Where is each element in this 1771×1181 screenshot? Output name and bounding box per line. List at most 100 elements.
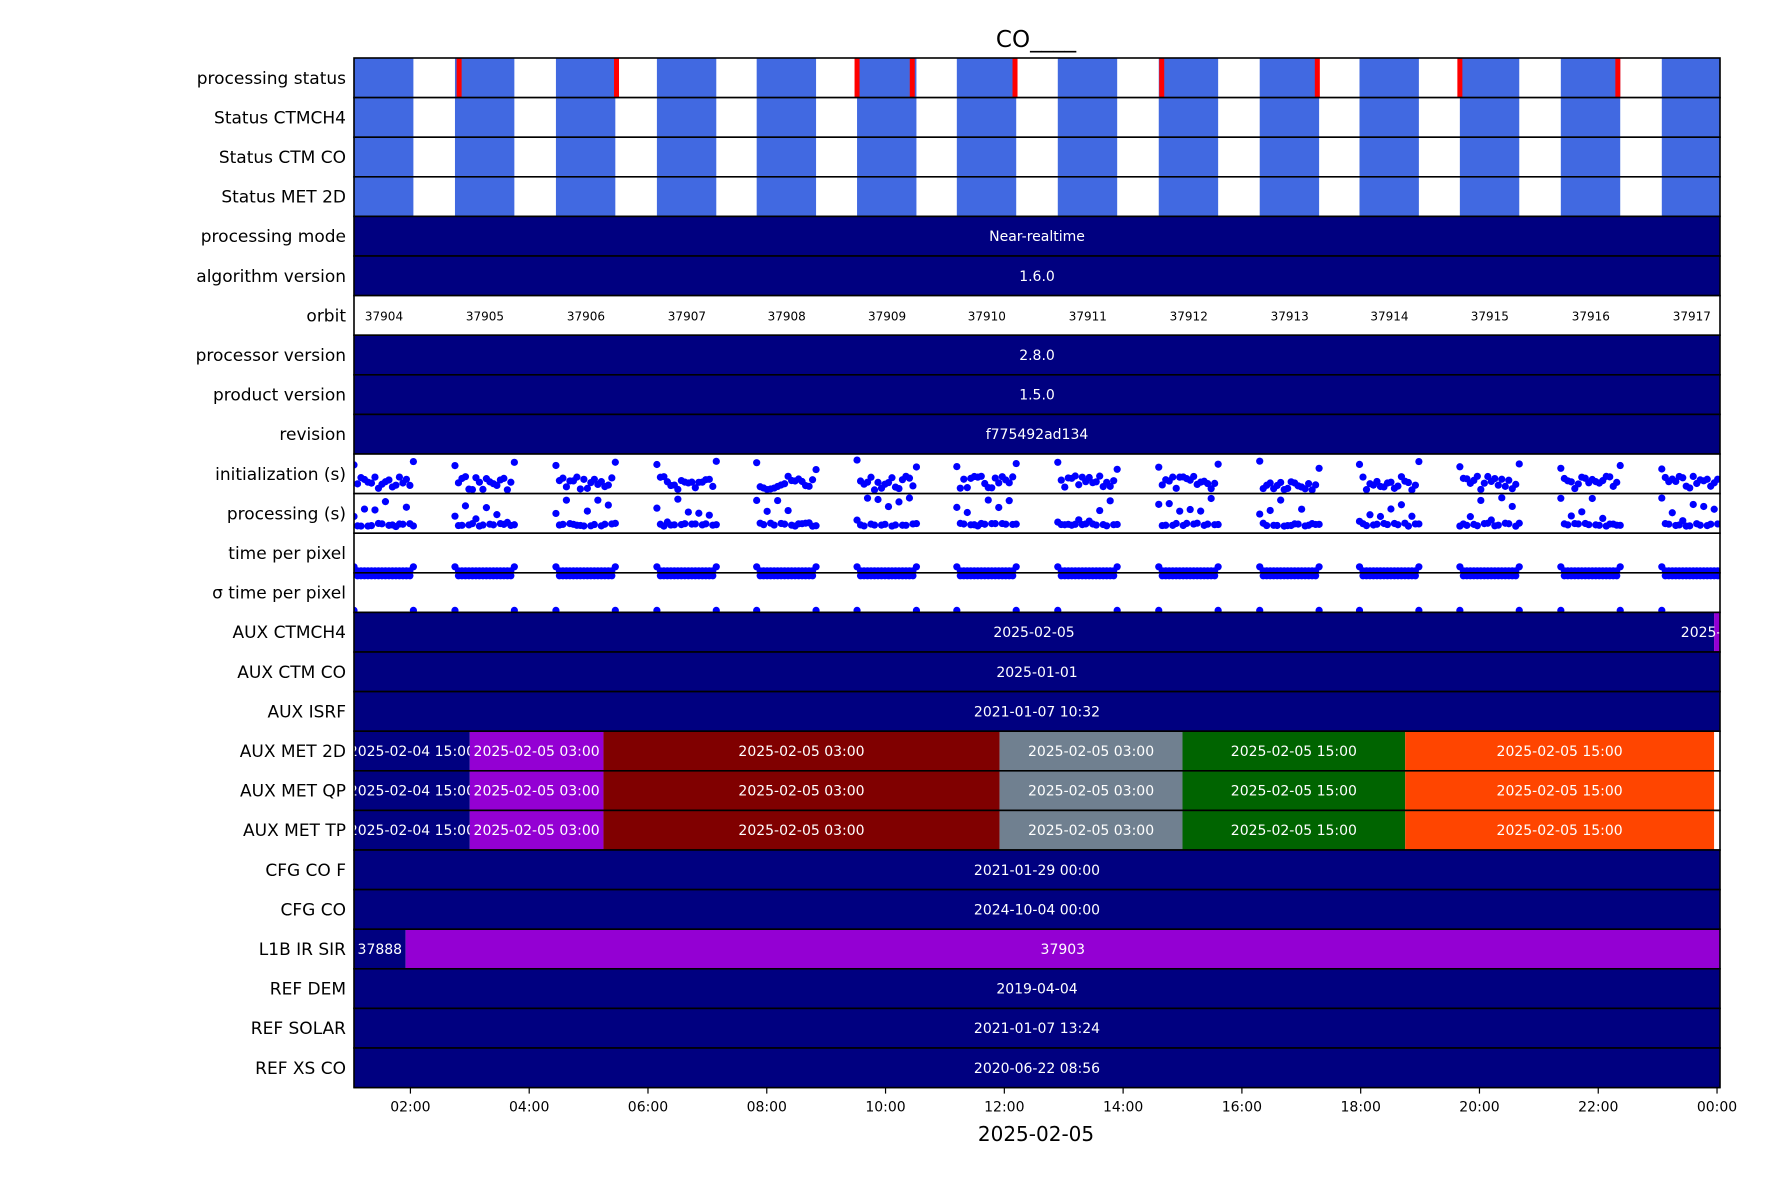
data-point xyxy=(888,474,896,482)
data-point xyxy=(1211,479,1219,487)
data-point xyxy=(774,496,782,505)
data-point xyxy=(1315,520,1323,528)
data-point xyxy=(1616,461,1624,470)
segment-label: 2021-01-07 10:32 xyxy=(974,704,1100,720)
status-block xyxy=(756,176,817,217)
data-point xyxy=(402,503,411,511)
status-block xyxy=(1560,176,1621,217)
status-block xyxy=(956,137,1017,177)
data-point xyxy=(1172,519,1180,528)
status-block xyxy=(956,176,1017,217)
data-point xyxy=(853,456,861,464)
data-point xyxy=(1477,496,1485,505)
data-point xyxy=(1473,472,1481,480)
x-tick-label: 06:00 xyxy=(628,1100,668,1116)
data-point xyxy=(354,461,358,469)
data-point xyxy=(1588,494,1596,503)
orbit-label: 37915 xyxy=(1471,309,1509,323)
data-point xyxy=(1355,606,1364,613)
data-point xyxy=(1301,485,1309,493)
data-point xyxy=(812,563,820,571)
data-point xyxy=(1092,478,1100,486)
status-block xyxy=(1560,97,1621,138)
row-label: time per pixel xyxy=(228,544,346,564)
orbit-label: 37914 xyxy=(1370,309,1408,323)
bar-segment xyxy=(1182,731,1406,771)
bar-segment xyxy=(603,770,1000,811)
data-point xyxy=(784,506,792,515)
status-block xyxy=(956,58,1017,98)
data-point xyxy=(1415,606,1423,613)
data-point xyxy=(1012,520,1020,528)
segment-label: 2025-02-05 03:00 xyxy=(1028,784,1154,800)
data-point xyxy=(1362,486,1371,494)
status-block xyxy=(857,176,917,217)
status-block xyxy=(1661,97,1720,138)
data-point xyxy=(1658,606,1666,613)
data-point xyxy=(1700,502,1708,511)
orbit-label: 37911 xyxy=(1069,309,1107,323)
data-point xyxy=(1613,572,1621,580)
row-label: L1B IR SIR xyxy=(259,940,346,960)
data-point xyxy=(409,522,417,530)
row-label: CFG CO xyxy=(281,900,346,920)
data-point xyxy=(1411,481,1419,489)
status-block xyxy=(857,97,917,138)
status-block xyxy=(857,58,917,98)
row-background xyxy=(354,295,1720,336)
data-point xyxy=(580,475,588,483)
data-point xyxy=(867,473,875,481)
row-8: 1.5.0 xyxy=(353,373,1721,416)
data-point xyxy=(406,572,414,580)
data-point xyxy=(1106,497,1114,505)
row-label: REF XS CO xyxy=(255,1059,346,1079)
data-point xyxy=(468,485,477,494)
data-point xyxy=(695,509,703,517)
data-point xyxy=(367,522,376,530)
data-point xyxy=(482,504,491,512)
data-point xyxy=(1113,606,1121,613)
bar-segment xyxy=(1405,770,1715,811)
data-point xyxy=(507,478,515,486)
bar-segment xyxy=(603,731,1000,771)
data-point xyxy=(953,503,961,511)
data-point xyxy=(601,520,609,528)
bar-segment xyxy=(999,770,1183,811)
bar-segment xyxy=(469,731,604,771)
status-block xyxy=(1359,58,1419,98)
status-block xyxy=(555,97,616,138)
segment-label: 37888 xyxy=(358,942,403,958)
error-marker xyxy=(1012,58,1018,98)
data-point xyxy=(1679,474,1687,482)
data-point xyxy=(1613,478,1621,486)
data-point xyxy=(1158,481,1166,489)
data-point xyxy=(1092,521,1100,529)
row-label: algorithm version xyxy=(196,267,346,287)
row-label: REF SOLAR xyxy=(251,1019,346,1039)
data-point xyxy=(576,485,584,493)
data-point xyxy=(905,494,914,502)
data-point xyxy=(881,520,889,528)
data-point xyxy=(1204,520,1212,528)
data-point xyxy=(895,498,903,506)
row-label: orbit xyxy=(306,306,346,326)
data-point xyxy=(1696,521,1704,529)
row-label: processing mode xyxy=(201,227,346,247)
status-block xyxy=(656,137,717,177)
row-5: 1.6.0 xyxy=(353,255,1721,297)
data-point xyxy=(1408,512,1416,520)
data-point xyxy=(1172,484,1180,492)
data-point xyxy=(884,502,893,511)
row-label: initialization (s) xyxy=(215,465,346,485)
data-point xyxy=(1557,606,1565,613)
data-point xyxy=(905,474,914,482)
data-point xyxy=(670,521,678,529)
data-point xyxy=(1266,506,1274,515)
x-tick-label: 12:00 xyxy=(984,1100,1024,1116)
data-point xyxy=(367,479,376,487)
data-point xyxy=(594,496,602,504)
row-label: AUX CTMCH4 xyxy=(232,623,346,643)
data-point xyxy=(660,473,668,481)
data-point xyxy=(681,520,689,528)
